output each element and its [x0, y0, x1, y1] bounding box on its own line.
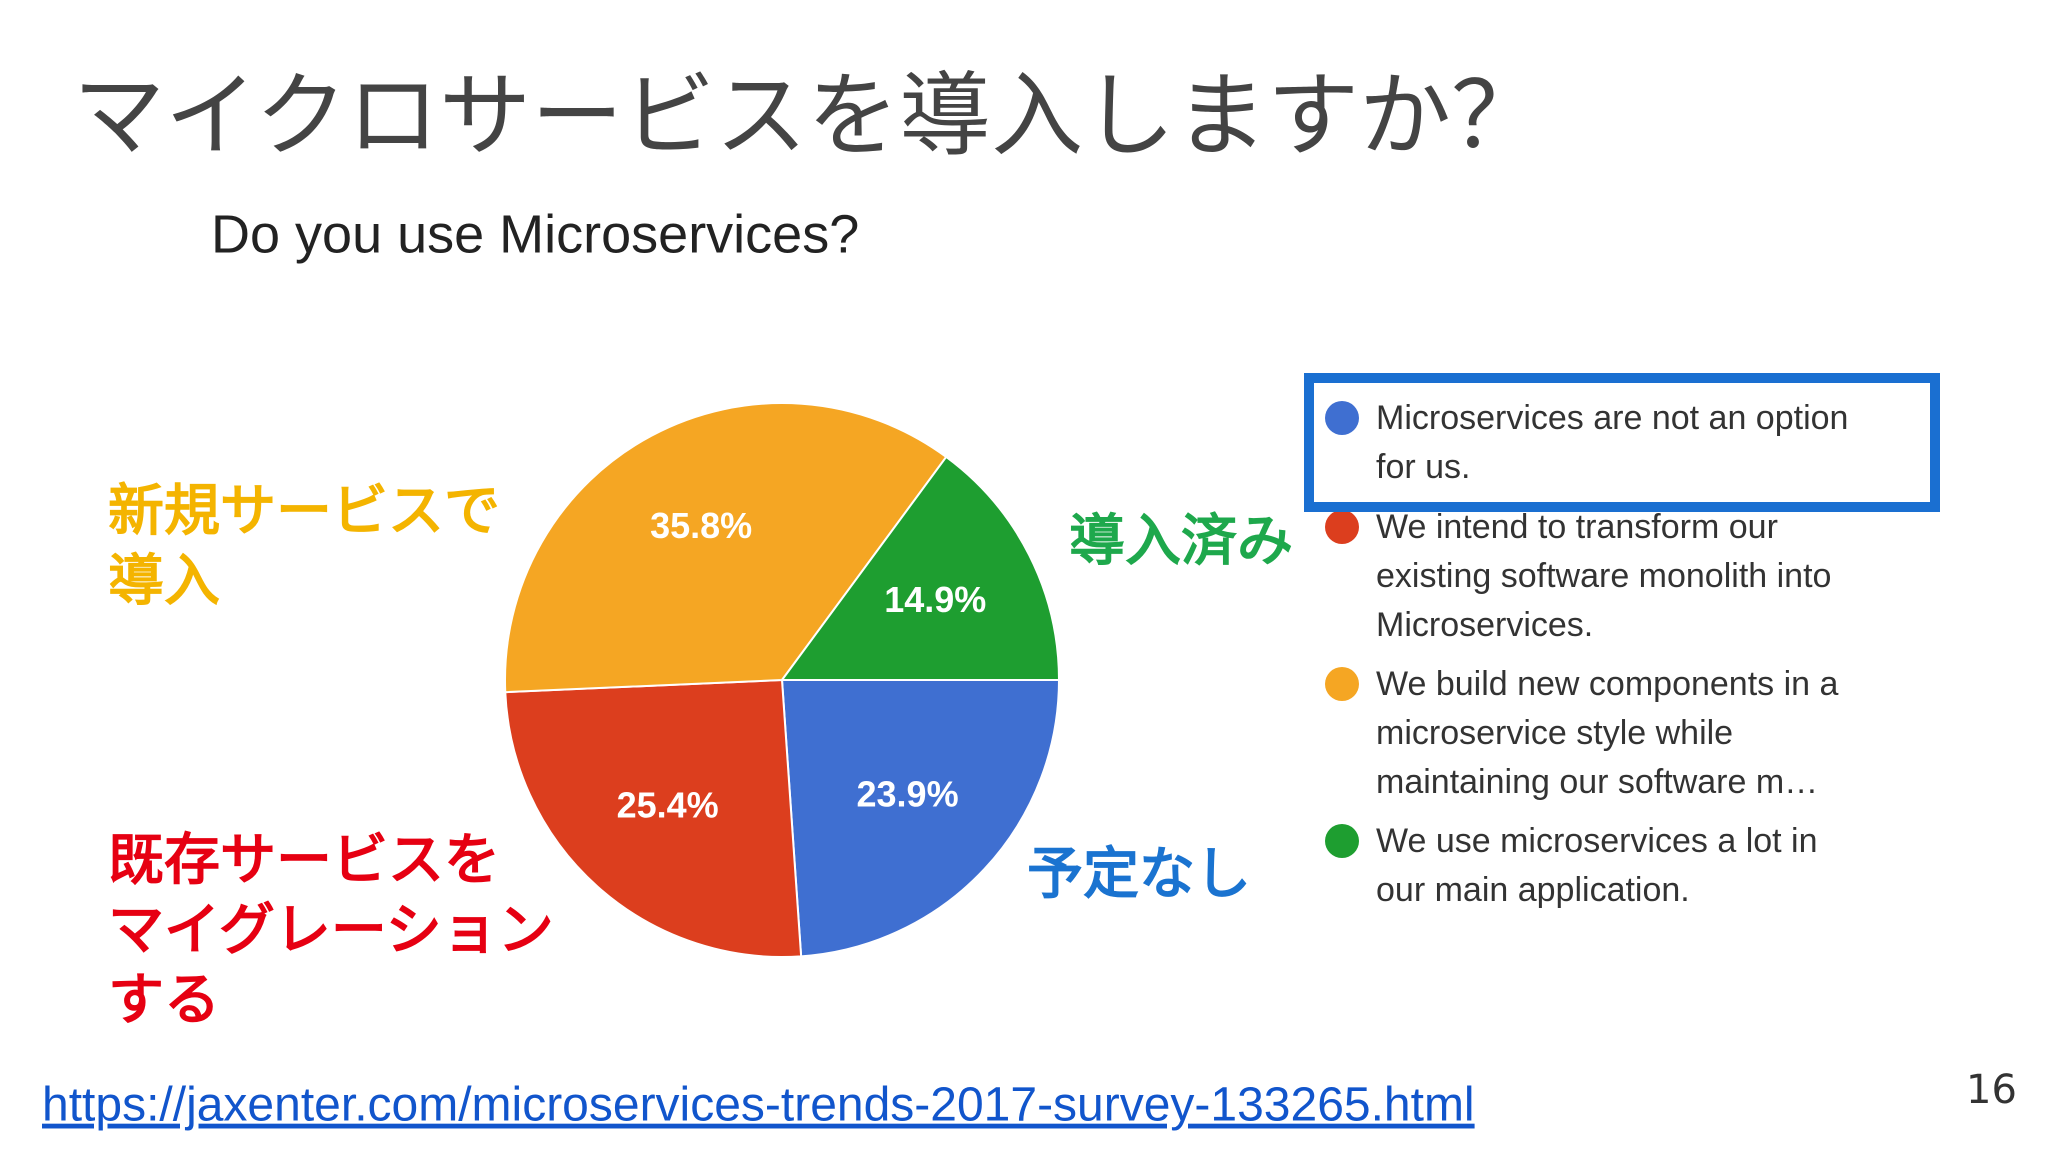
chart-title: Do you use Microservices? [211, 204, 859, 264]
annotation: 予定なし [1027, 842, 1251, 907]
legend-item: We build new components in a microservic… [1325, 660, 1876, 807]
legend-swatch [1325, 401, 1359, 435]
legend-item: We use microservices a lot in our main a… [1325, 817, 1876, 915]
legend-swatch [1325, 824, 1359, 858]
legend-swatch [1325, 510, 1359, 544]
pie-slice [504, 402, 948, 694]
slice-label: 25.4% [617, 785, 719, 826]
legend-swatch [1325, 667, 1359, 701]
slice-label: 14.9% [884, 579, 986, 620]
annotation: 新規サービスで [108, 479, 500, 544]
pie-slice [780, 455, 1061, 681]
pie-slice [504, 678, 803, 958]
annotation: 既存サービスを [108, 828, 500, 893]
annotation: する [108, 968, 220, 1033]
slice-label: 35.8% [650, 505, 752, 546]
annotation: 導入済み [1069, 509, 1293, 574]
highlight-box [1304, 373, 1940, 512]
legend-label: Microservices are not an option for us. [1376, 399, 1849, 486]
legend-label: We intend to transform our existing soft… [1376, 508, 1832, 644]
legend-item: We intend to transform our existing soft… [1325, 503, 1876, 650]
legend-label: We use microservices a lot in our main a… [1376, 822, 1818, 909]
pie-slice [780, 679, 1061, 958]
annotation: マイグレーション [108, 898, 554, 963]
annotation: 導入 [108, 549, 220, 614]
slide-title: マイクロサービスを導入しますか？ [73, 62, 1543, 169]
legend-item: Microservices are not an option for us. [1325, 394, 1876, 492]
slice-label: 23.9% [857, 774, 959, 815]
legend-label: We build new components in a microservic… [1376, 665, 1839, 801]
source-link[interactable]: https://jaxenter.com/microservices-trend… [42, 1079, 1475, 1132]
page-number: 16 [1966, 1067, 2017, 1113]
